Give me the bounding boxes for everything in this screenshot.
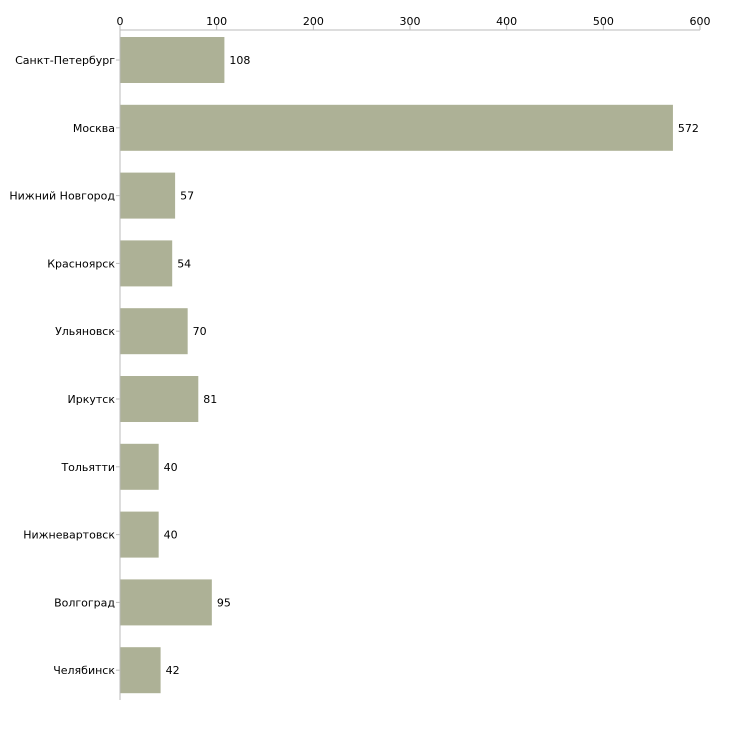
x-tick-label: 300 [400, 15, 421, 28]
x-tick-label: 200 [303, 15, 324, 28]
value-label: 40 [164, 529, 178, 542]
category-label: Тольятти [60, 461, 115, 474]
bar [120, 376, 199, 422]
x-tick-label: 600 [690, 15, 711, 28]
value-label: 40 [164, 461, 178, 474]
value-label: 81 [203, 393, 217, 406]
value-label: 42 [166, 664, 180, 677]
value-label: 57 [180, 190, 194, 203]
x-tick-label: 500 [593, 15, 614, 28]
category-label: Нижневартовск [23, 529, 115, 542]
value-label: 54 [177, 257, 191, 270]
value-label: 572 [678, 122, 699, 135]
category-label: Красноярск [47, 257, 115, 270]
x-tick-label: 100 [206, 15, 227, 28]
category-label: Ульяновск [55, 325, 115, 338]
value-label: 95 [217, 596, 231, 609]
bar [120, 240, 173, 287]
bar [120, 308, 188, 355]
x-tick-label: 400 [496, 15, 517, 28]
x-axis: 0 100 200 300 400 500 600 [117, 15, 711, 31]
category-label: Иркутск [68, 393, 116, 406]
category-label: Санкт-Петербург [15, 54, 115, 67]
category-label: Волгоград [54, 596, 115, 609]
bar [120, 443, 159, 490]
value-label: 70 [193, 325, 207, 338]
value-labels: 108 572 57 54 70 81 40 40 95 42 [164, 54, 699, 677]
y-axis: Санкт-Петербург Москва Нижний Новгород Крас… [9, 30, 121, 700]
value-label: 108 [229, 54, 250, 67]
bars [120, 37, 673, 694]
bar [120, 37, 225, 83]
category-label: Нижний Новгород [9, 190, 115, 203]
bar [120, 104, 673, 151]
bar [120, 172, 176, 219]
x-tick-label: 0 [117, 15, 124, 28]
bar [120, 647, 161, 694]
category-label: Челябинск [53, 664, 115, 677]
category-label: Москва [73, 122, 115, 135]
bar [120, 511, 159, 558]
bar [120, 579, 212, 626]
